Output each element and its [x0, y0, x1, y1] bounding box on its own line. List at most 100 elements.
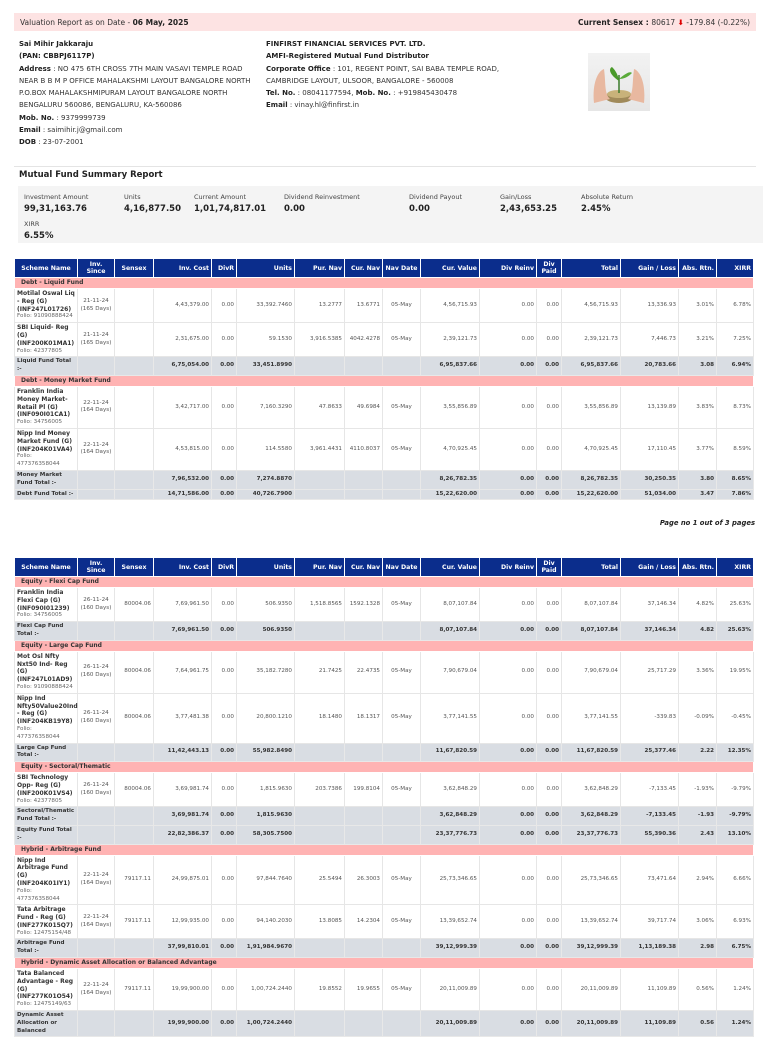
scheme-cell[interactable]: Nipp Ind Arbitrage Fund (G) (INF204K01IY… [14, 854, 78, 906]
cell-paid: 0.00 [536, 650, 562, 694]
scheme-name[interactable]: Nipp Ind Arbitrage Fund (G) (INF204K01IY… [17, 856, 71, 887]
cell-reinv: 0.00 [479, 650, 537, 694]
scheme-cell[interactable]: Mot Osl Nfty Nxt50 Ind- Reg (G) (INF247L… [14, 650, 78, 694]
column-header[interactable]: Pur. Nav [294, 258, 345, 278]
cell-value: 8,07,107.84 [420, 621, 480, 641]
page-number: Page no 1 out of 3 pages [659, 519, 755, 527]
table-row: Franklin India Flexi Cap (G) (INF090I012… [14, 586, 754, 623]
folio: Folio: 42377805 [17, 347, 63, 354]
category-label: Hybrid - Arbitrage Fund [14, 843, 754, 856]
column-header[interactable]: Cur. Value [420, 557, 480, 577]
cell-pur: 1,518.8565 [294, 586, 345, 623]
cell-reinv: 0.00 [479, 469, 537, 490]
column-header[interactable]: DivR [211, 258, 237, 278]
scheme-cell[interactable]: Motilal Oswal Liq - Reg (G) (INF247L0172… [14, 287, 78, 324]
column-header[interactable]: Units [236, 557, 295, 577]
cell-paid: 0.00 [536, 469, 562, 490]
scheme-cell[interactable]: Nipp Ind Money Market Fund (G) (INF204K0… [14, 427, 78, 471]
cell-value: 23,37,776.73 [420, 824, 480, 845]
column-header[interactable]: Sensex [114, 557, 154, 577]
scheme-name[interactable]: SBI Liquid- Reg (G) (INF200K01MA1) [17, 324, 75, 347]
scheme-name[interactable]: Franklin India Flexi Cap (G) (INF090I012… [17, 589, 70, 612]
cell-paid: 0.00 [536, 692, 562, 744]
column-header[interactable]: Gain / Loss [620, 557, 679, 577]
column-header[interactable]: Cur. Nav [344, 557, 383, 577]
scheme-name[interactable]: Nipp Ind Nfty50Value20Ind - Reg (G) (INF… [17, 694, 78, 726]
column-header[interactable]: Nav Date [382, 557, 421, 577]
subtotal-row: Large Cap Fund Total :- 11,42,443.13 0.00 5… [14, 742, 754, 763]
cell-xirr: 25.63% [716, 586, 754, 623]
cell-units: 1,00,724.2440 [236, 968, 295, 1012]
cell-cost: 14,71,586.00 [153, 488, 212, 501]
valuation-banner: Valuation Report as on Date - 06 May, 20… [14, 13, 756, 31]
summary-title: Mutual Fund Summary Report [19, 170, 163, 180]
cell-total: 6,95,837.66 [561, 356, 621, 376]
column-header[interactable]: Div Reinv [479, 557, 537, 577]
column-header[interactable]: Cur. Value [420, 258, 480, 278]
scheme-name[interactable]: SBI Technology Opp- Reg (G) (INF200K01VS… [17, 774, 73, 797]
scheme-name[interactable]: Franklin India Money Market-Retail Pl (G… [17, 387, 71, 419]
scheme-cell[interactable]: Tata Arbitrage Fund - Reg (G) (INF277K01… [14, 904, 78, 940]
table-row: SBI Technology Opp- Reg (G) (INF200K01VS… [14, 772, 754, 808]
column-header[interactable]: Pur. Nav [294, 557, 345, 577]
cell-paid: 0.00 [536, 938, 562, 959]
cell-divr: 0.00 [211, 772, 237, 808]
cell-value: 13,39,652.74 [420, 904, 480, 940]
scheme-cell[interactable]: SBI Liquid- Reg (G) (INF200K01MA1) Folio:… [14, 322, 78, 358]
scheme-cell[interactable]: Tata Balanced Advantage - Reg (G) (INF27… [14, 968, 78, 1012]
cell-divr: 0.00 [211, 586, 237, 623]
column-header[interactable]: DivR [211, 557, 237, 577]
cell-units: 33,451.8990 [236, 356, 295, 376]
column-header[interactable]: Sensex [114, 258, 154, 278]
column-header[interactable]: Div Paid [536, 258, 562, 278]
scheme-cell[interactable]: SBI Technology Opp- Reg (G) (INF200K01VS… [14, 772, 78, 808]
column-header[interactable]: Cur. Nav [344, 258, 383, 278]
cell-gain: 25,377.46 [620, 742, 679, 763]
column-header[interactable]: Abs. Rtn. [678, 258, 717, 278]
column-header[interactable]: Total [561, 557, 621, 577]
sensex-value: 80617 [651, 17, 676, 27]
cell-abs: 4.82% [678, 586, 717, 623]
column-header[interactable]: Inv. Since [77, 557, 115, 577]
cell-abs: 3.77% [678, 427, 717, 471]
cell-value: 11,67,820.59 [420, 742, 480, 763]
column-header[interactable]: Total [561, 258, 621, 278]
summary-label: Dividend Reinvestment [284, 193, 360, 201]
column-header[interactable]: Abs. Rtn. [678, 557, 717, 577]
cell-total: 2,39,121.73 [561, 322, 621, 358]
column-header[interactable]: Units [236, 258, 295, 278]
scheme-name[interactable]: Tata Balanced Advantage - Reg (G) (INF27… [17, 970, 74, 1001]
cell-cur: 13.6771 [344, 287, 383, 324]
scheme-name[interactable]: Motilal Oswal Liq - Reg (G) (INF247L0172… [17, 290, 75, 313]
column-header[interactable]: XIRR [716, 557, 754, 577]
cell-reinv: 0.00 [479, 287, 537, 324]
column-header[interactable]: Div Paid [536, 557, 562, 577]
cell-cost: 7,69,961.50 [153, 586, 212, 623]
column-header[interactable]: Nav Date [382, 258, 421, 278]
column-header[interactable]: XIRR [716, 258, 754, 278]
scheme-cell[interactable]: Franklin India Money Market-Retail Pl (G… [14, 385, 78, 429]
cell-cur: 14.2304 [344, 904, 383, 940]
cell-reinv: 0.00 [479, 938, 537, 959]
scheme-name[interactable]: Mot Osl Nfty Nxt50 Ind- Reg (G) (INF247L… [17, 652, 73, 684]
summary-value: 1,01,74,817.01 [194, 204, 267, 214]
column-header[interactable]: Inv. Cost [153, 258, 212, 278]
scheme-cell[interactable]: Nipp Ind Nfty50Value20Ind - Reg (G) (INF… [14, 692, 78, 744]
column-header[interactable]: Inv. Cost [153, 557, 212, 577]
scheme-cell[interactable]: Franklin India Flexi Cap (G) (INF090I012… [14, 586, 78, 623]
column-header[interactable]: Div Reinv [479, 258, 537, 278]
cell-sensex [114, 322, 154, 358]
scheme-name[interactable]: Nipp Ind Money Market Fund (G) (INF204K0… [17, 429, 73, 453]
folio: Folio: 477376358044 [17, 453, 60, 468]
table-row: Franklin India Money Market-Retail Pl (G… [14, 385, 754, 429]
cell-total: 8,07,107.84 [561, 621, 621, 641]
column-header[interactable]: Scheme Name [14, 557, 78, 577]
column-header[interactable]: Scheme Name [14, 258, 78, 278]
cell-reinv: 0.00 [479, 742, 537, 763]
cell-sensex: 80004.06 [114, 650, 154, 694]
scheme-name[interactable]: Tata Arbitrage Fund - Reg (G) (INF277K01… [17, 906, 73, 929]
cell-cur: 199.8104 [344, 772, 383, 808]
column-header[interactable]: Inv. Since [77, 258, 115, 278]
folio: Folio: 91090888424 [17, 313, 73, 320]
column-header[interactable]: Gain / Loss [620, 258, 679, 278]
